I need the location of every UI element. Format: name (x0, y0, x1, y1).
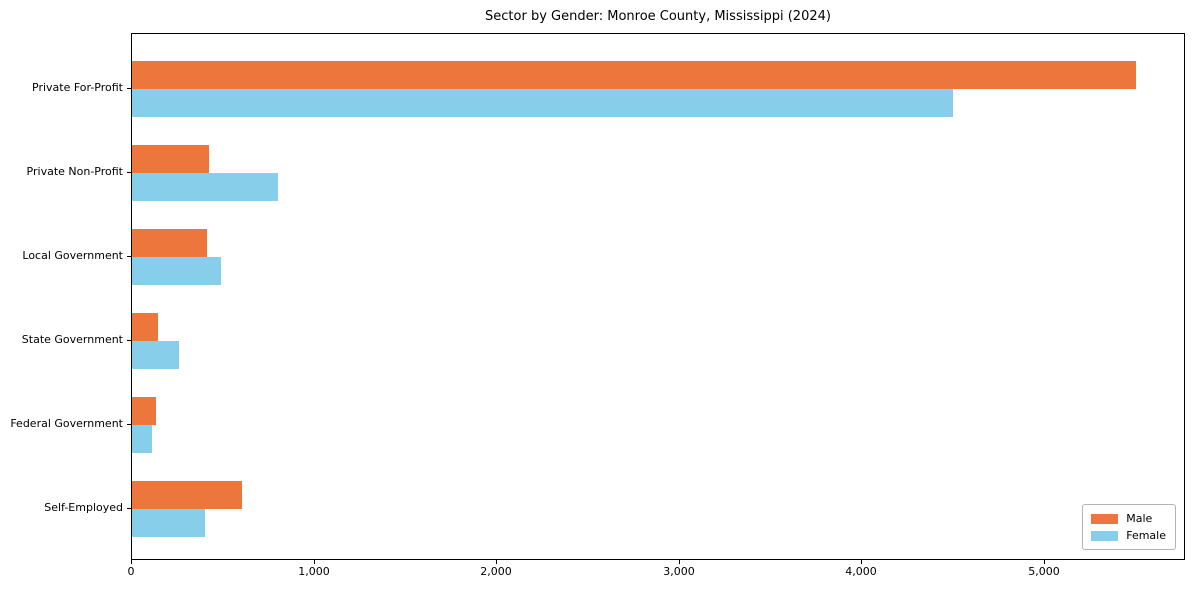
xtick-label: 0 (127, 565, 135, 578)
bar-female-3 (132, 341, 179, 369)
xtick-mark (131, 560, 132, 564)
ytick-label: State Government (21, 333, 123, 346)
legend-row-male: Male (1091, 510, 1166, 527)
legend-label-male: Male (1126, 512, 1153, 525)
bar-male-5 (132, 481, 242, 509)
chart-title: Sector by Gender: Monroe County, Mississ… (485, 9, 831, 24)
bar-male-2 (132, 229, 207, 257)
legend: Male Female (1082, 504, 1176, 550)
bar-female-0 (132, 89, 953, 117)
xtick-label: 4,000 (845, 565, 877, 578)
legend-row-female: Female (1091, 527, 1166, 544)
ytick-mark (127, 424, 131, 425)
ytick-mark (127, 340, 131, 341)
legend-label-female: Female (1126, 529, 1166, 542)
xtick-label: 2,000 (480, 565, 512, 578)
legend-swatch-male-icon (1091, 513, 1119, 524)
bar-male-4 (132, 397, 156, 425)
plot-area: Male Female (131, 33, 1185, 560)
xtick-label: 1,000 (298, 565, 330, 578)
ytick-label: Private Non-Profit (26, 165, 123, 178)
ytick-mark (127, 172, 131, 173)
ytick-label: Local Government (22, 249, 123, 262)
ytick-label: Federal Government (10, 417, 123, 430)
xtick-mark (679, 560, 680, 564)
bar-male-1 (132, 145, 209, 173)
ytick-mark (127, 256, 131, 257)
ytick-label: Self-Employed (44, 501, 123, 514)
xtick-mark (314, 560, 315, 564)
xtick-mark (496, 560, 497, 564)
bar-female-1 (132, 173, 278, 201)
bars-layer (132, 34, 1184, 559)
bar-male-3 (132, 313, 158, 341)
bar-female-2 (132, 257, 221, 285)
xtick-label: 3,000 (663, 565, 695, 578)
ytick-mark (127, 508, 131, 509)
legend-swatch-female-icon (1091, 530, 1119, 541)
xtick-label: 5,000 (1028, 565, 1060, 578)
xtick-mark (1044, 560, 1045, 564)
xtick-mark (861, 560, 862, 564)
ytick-mark (127, 88, 131, 89)
bar-female-5 (132, 509, 205, 537)
bar-female-4 (132, 425, 152, 453)
bar-male-0 (132, 61, 1136, 89)
ytick-label: Private For-Profit (32, 81, 123, 94)
